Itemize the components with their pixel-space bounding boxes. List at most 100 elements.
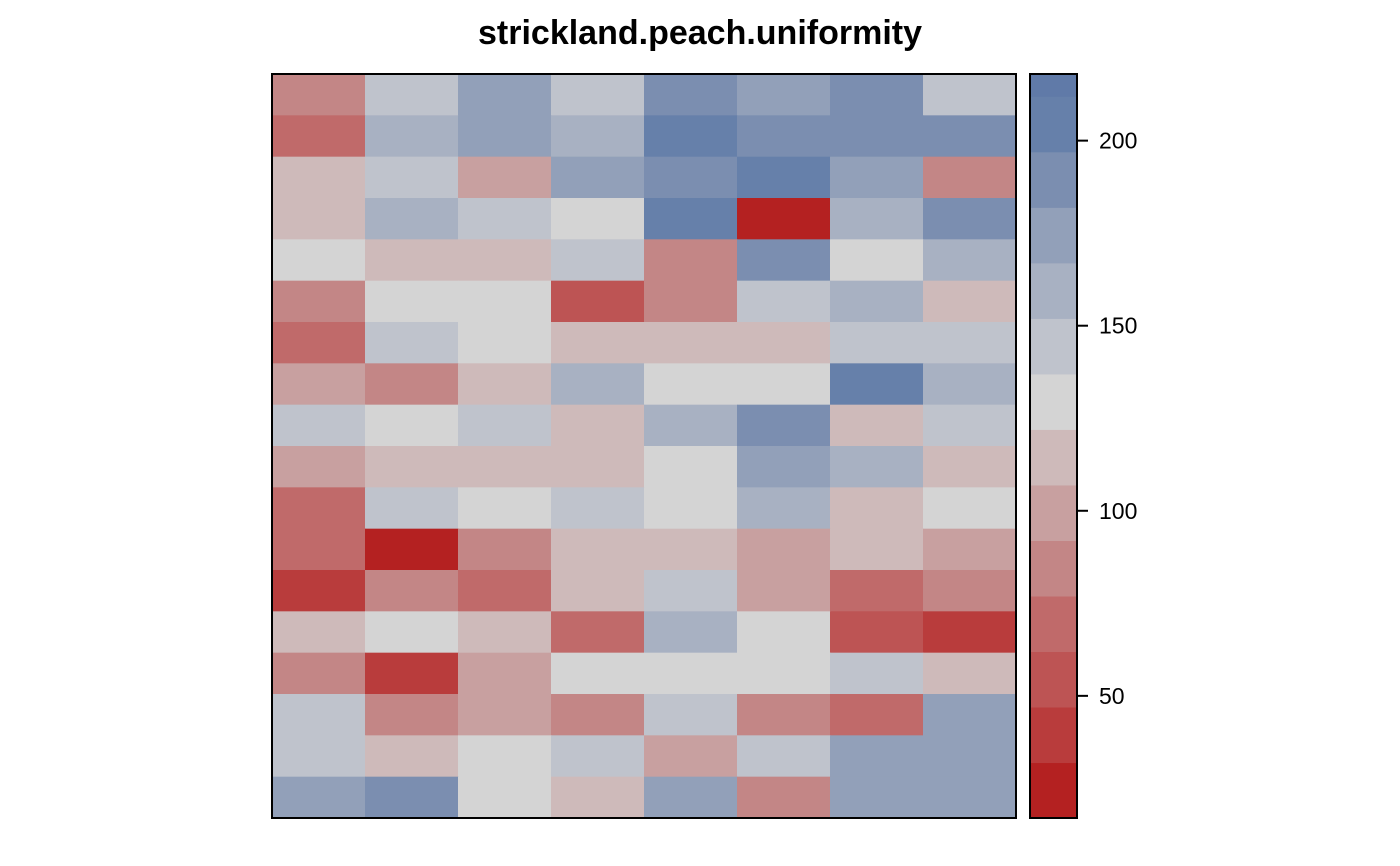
heatmap-cell <box>551 404 645 447</box>
heatmap-cell <box>830 487 924 530</box>
heatmap-cell <box>830 528 924 571</box>
heatmap-cell <box>830 652 924 695</box>
heatmap-cell <box>830 404 924 447</box>
heatmap-cell <box>923 404 1017 447</box>
heatmap-cell <box>365 198 459 240</box>
heatmap-cell <box>365 115 459 158</box>
heatmap-cell <box>551 115 645 158</box>
heatmap-cell <box>458 322 552 364</box>
heatmap-cell <box>365 776 459 819</box>
heatmap-cell <box>923 487 1017 530</box>
heatmap-cell <box>551 198 645 240</box>
colorbar-segment <box>1030 651 1077 708</box>
heatmap-cell <box>272 239 366 282</box>
colorbar-segment <box>1030 595 1077 653</box>
heatmap-cell <box>923 735 1017 778</box>
heatmap-cell <box>830 446 924 488</box>
heatmap-cell <box>737 528 831 571</box>
heatmap-cell <box>365 446 459 488</box>
heatmap-cell <box>737 239 831 282</box>
heatmap-cell <box>737 611 831 654</box>
heatmap-cell <box>737 404 831 447</box>
heatmap-cell <box>272 694 366 736</box>
heatmap-cell <box>644 528 738 571</box>
colorbar-segment <box>1030 706 1077 764</box>
heatmap-cell <box>737 280 831 323</box>
heatmap-cell <box>737 487 831 530</box>
heatmap-cell <box>923 652 1017 695</box>
colorbar-segment <box>1030 74 1077 97</box>
heatmap-cell <box>365 363 459 406</box>
heatmap-cell <box>923 694 1017 736</box>
colorbar-axis: 50 100 150 200 <box>1077 128 1137 709</box>
heatmap-cell <box>365 280 459 323</box>
heatmap-cell <box>365 570 459 612</box>
heatmap-cell <box>737 198 831 240</box>
heatmap-cell <box>830 280 924 323</box>
heatmap-cell <box>365 528 459 571</box>
heatmap-cell <box>644 652 738 695</box>
plot-frame <box>271 73 1017 819</box>
heatmap-cell <box>923 528 1017 571</box>
heatmap-cell <box>830 239 924 282</box>
heatmap-cell <box>830 322 924 364</box>
heatmap-cell <box>551 74 645 116</box>
heatmap-cell <box>644 735 738 778</box>
heatmap-cell <box>923 322 1017 364</box>
heatmap-cell <box>458 363 552 406</box>
heatmap-cell <box>830 694 924 736</box>
colorbar-segment <box>1030 262 1077 319</box>
heatmap-cell <box>830 735 924 778</box>
heatmap-cell <box>551 570 645 612</box>
colorbar-tick-label: 100 <box>1099 498 1137 524</box>
heatmap-cell <box>923 611 1017 654</box>
heatmap-cell <box>923 239 1017 282</box>
heatmap-cell <box>551 322 645 364</box>
heatmap-cell <box>737 694 831 736</box>
heatmap-cell <box>458 239 552 282</box>
heatmap-cell <box>923 446 1017 488</box>
heatmap-cell <box>272 156 366 199</box>
heatmap-cell <box>365 611 459 654</box>
heatmap-cell <box>737 363 831 406</box>
heatmap-cell <box>458 528 552 571</box>
heatmap-cell <box>830 611 924 654</box>
heatmap-cell <box>272 611 366 654</box>
heatmap-cell <box>272 322 366 364</box>
colorbar <box>1030 74 1077 819</box>
colorbar-segment <box>1030 318 1077 375</box>
heatmap-cell <box>551 735 645 778</box>
heatmap-cell <box>923 74 1017 116</box>
heatmap-cell <box>365 694 459 736</box>
heatmap-cell <box>272 735 366 778</box>
heatmap-cell <box>458 735 552 778</box>
heatmap-cell <box>737 156 831 199</box>
colorbar-segment <box>1030 151 1077 208</box>
heatmap-cell <box>272 446 366 488</box>
heatmap-cell <box>272 528 366 571</box>
heatmap-cell <box>458 198 552 240</box>
heatmap-cell <box>272 280 366 323</box>
heatmap-cell <box>551 776 645 819</box>
heatmap-cell <box>458 487 552 530</box>
heatmap-cells <box>272 74 1017 819</box>
heatmap-cell <box>923 570 1017 612</box>
heatmap-cell <box>737 322 831 364</box>
heatmap-cell <box>551 280 645 323</box>
heatmap-cell <box>644 570 738 612</box>
heatmap-cell <box>923 156 1017 199</box>
heatmap-cell <box>365 74 459 116</box>
heatmap-cell <box>830 115 924 158</box>
heatmap-cell <box>737 446 831 488</box>
heatmap-cell <box>644 156 738 199</box>
heatmap-cell <box>830 570 924 612</box>
heatmap-cell <box>458 404 552 447</box>
heatmap-cell <box>458 74 552 116</box>
colorbar-segment <box>1030 207 1077 264</box>
heatmap-cell <box>272 404 366 447</box>
heatmap-cell <box>272 652 366 695</box>
heatmap-cell <box>737 652 831 695</box>
heatmap-cell <box>272 198 366 240</box>
